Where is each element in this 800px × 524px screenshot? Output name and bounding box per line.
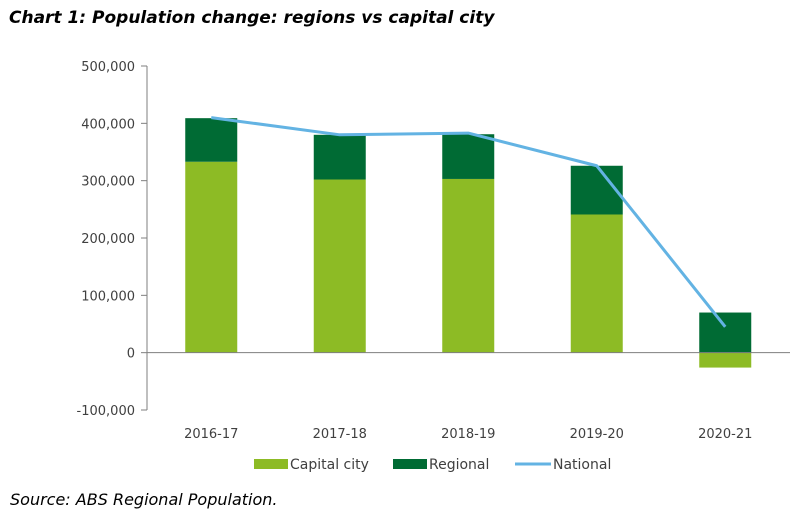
legend-label: Capital city xyxy=(290,457,369,473)
legend-swatch xyxy=(393,459,427,469)
source-note: Source: ABS Regional Population. xyxy=(10,490,278,509)
y-tick-label: -100,000 xyxy=(77,404,135,419)
bar-capital-city xyxy=(185,161,238,353)
x-tick-label: 2016-17 xyxy=(184,427,238,442)
y-tick-label: 300,000 xyxy=(81,175,135,190)
bar-regional xyxy=(570,165,623,215)
y-tick-label: 100,000 xyxy=(81,289,135,304)
y-tick-label: 0 xyxy=(127,347,135,362)
bar-capital-city xyxy=(570,214,623,353)
chart-title: Chart 1: Population change: regions vs c… xyxy=(9,8,495,28)
bar-regional xyxy=(442,134,495,179)
y-tick-label: 500,000 xyxy=(81,60,135,75)
bar-capital-city xyxy=(442,178,495,353)
line-national xyxy=(211,116,727,328)
x-tick-label: 2018-19 xyxy=(441,427,495,442)
legend-label: Regional xyxy=(429,457,489,473)
bar-capital-city xyxy=(313,179,366,353)
legend-swatch xyxy=(254,459,288,469)
bar-regional xyxy=(699,312,752,353)
bar-capital-city xyxy=(699,352,752,368)
x-tick-label: 2020-21 xyxy=(698,427,752,442)
y-tick-label: 200,000 xyxy=(81,232,135,247)
bar-regional xyxy=(313,134,366,180)
y-tick-label: 400,000 xyxy=(81,117,135,132)
x-tick-label: 2019-20 xyxy=(570,427,624,442)
bar-regional xyxy=(185,118,238,162)
x-tick-label: 2017-18 xyxy=(313,427,367,442)
legend-label: National xyxy=(553,457,611,473)
